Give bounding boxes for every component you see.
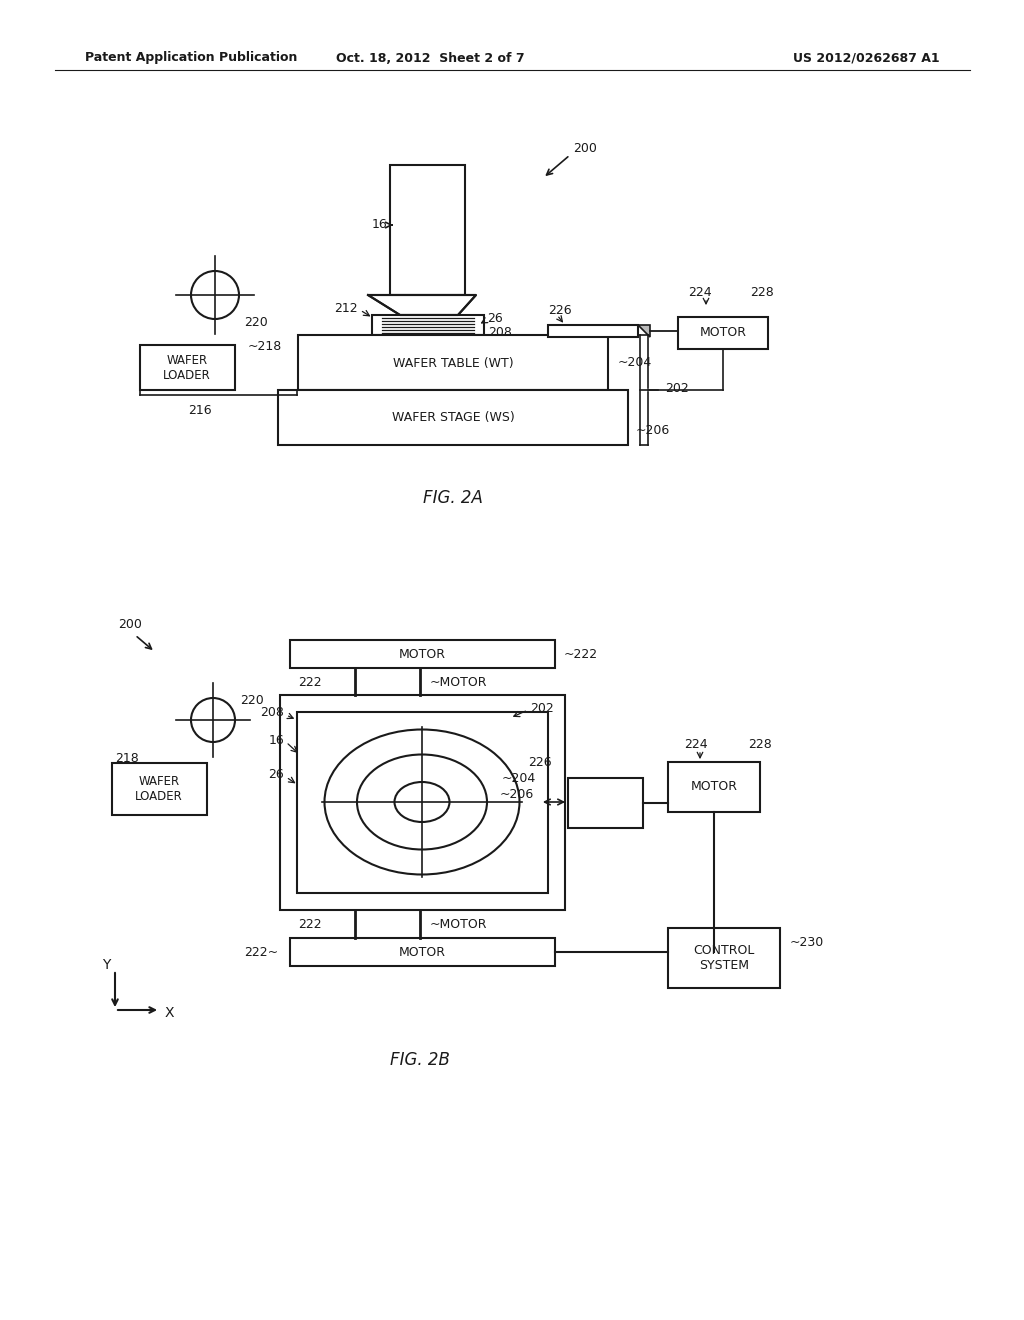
Text: MOTOR: MOTOR xyxy=(398,648,445,660)
Text: Patent Application Publication: Patent Application Publication xyxy=(85,51,297,65)
Text: FIG. 2A: FIG. 2A xyxy=(423,488,483,507)
Bar xyxy=(390,165,465,294)
Text: 224: 224 xyxy=(684,738,708,751)
Text: 26: 26 xyxy=(487,313,503,326)
Bar xyxy=(140,345,234,389)
Text: Oct. 18, 2012  Sheet 2 of 7: Oct. 18, 2012 Sheet 2 of 7 xyxy=(336,51,524,65)
Text: 202: 202 xyxy=(530,701,554,714)
Text: US 2012/0262687 A1: US 2012/0262687 A1 xyxy=(794,51,940,65)
Text: 220: 220 xyxy=(244,317,267,330)
Bar xyxy=(568,777,643,828)
Text: WAFER TABLE (WT): WAFER TABLE (WT) xyxy=(392,356,513,370)
Text: WAFER
LOADER: WAFER LOADER xyxy=(135,775,183,803)
Text: 218: 218 xyxy=(115,751,138,764)
Text: MOTOR: MOTOR xyxy=(398,945,445,958)
Text: 222: 222 xyxy=(298,919,322,932)
Text: CONTROL
SYSTEM: CONTROL SYSTEM xyxy=(693,944,755,972)
Text: MOTOR: MOTOR xyxy=(699,326,746,339)
Text: X: X xyxy=(165,1006,174,1020)
Polygon shape xyxy=(368,294,476,315)
Text: ~206: ~206 xyxy=(500,788,535,801)
Text: 208: 208 xyxy=(260,705,284,718)
Text: WAFER STAGE (WS): WAFER STAGE (WS) xyxy=(391,412,514,425)
Text: ~MOTOR: ~MOTOR xyxy=(430,676,487,689)
Bar xyxy=(290,939,555,966)
Text: 228: 228 xyxy=(748,738,772,751)
Bar xyxy=(278,389,628,445)
Bar xyxy=(668,762,760,812)
Bar xyxy=(298,335,608,389)
Text: 208: 208 xyxy=(488,326,512,338)
Text: 216: 216 xyxy=(188,404,212,417)
Bar xyxy=(372,315,484,335)
Bar xyxy=(548,325,638,337)
Text: WAFER
LOADER: WAFER LOADER xyxy=(163,354,211,381)
Text: Y: Y xyxy=(101,958,110,972)
Text: ~204: ~204 xyxy=(502,771,537,784)
Text: ~206: ~206 xyxy=(636,424,671,437)
Bar xyxy=(112,763,207,814)
Text: ~222: ~222 xyxy=(564,648,598,660)
Text: 222: 222 xyxy=(298,676,322,689)
Text: 220: 220 xyxy=(240,693,264,706)
Text: 16: 16 xyxy=(268,734,284,747)
Text: 202: 202 xyxy=(665,381,689,395)
Text: 222~: 222~ xyxy=(244,945,278,958)
Text: 200: 200 xyxy=(573,141,597,154)
Bar xyxy=(280,696,565,909)
Text: 26: 26 xyxy=(268,768,284,781)
Bar xyxy=(668,928,780,987)
Bar xyxy=(297,711,548,894)
Text: 224: 224 xyxy=(688,285,712,298)
Text: ~218: ~218 xyxy=(248,339,283,352)
Text: FIG. 2B: FIG. 2B xyxy=(390,1051,450,1069)
Bar xyxy=(290,640,555,668)
Text: 16: 16 xyxy=(372,219,387,231)
Text: MOTOR: MOTOR xyxy=(690,780,737,793)
Text: ~230: ~230 xyxy=(790,936,824,949)
Bar xyxy=(678,317,768,348)
Text: ~204: ~204 xyxy=(618,355,652,368)
Polygon shape xyxy=(638,325,650,337)
Text: 200: 200 xyxy=(118,619,142,631)
Text: 228: 228 xyxy=(750,285,774,298)
Text: 212: 212 xyxy=(335,301,358,314)
Text: 226: 226 xyxy=(548,304,571,317)
Text: 226: 226 xyxy=(528,755,552,768)
Text: ~MOTOR: ~MOTOR xyxy=(430,919,487,932)
